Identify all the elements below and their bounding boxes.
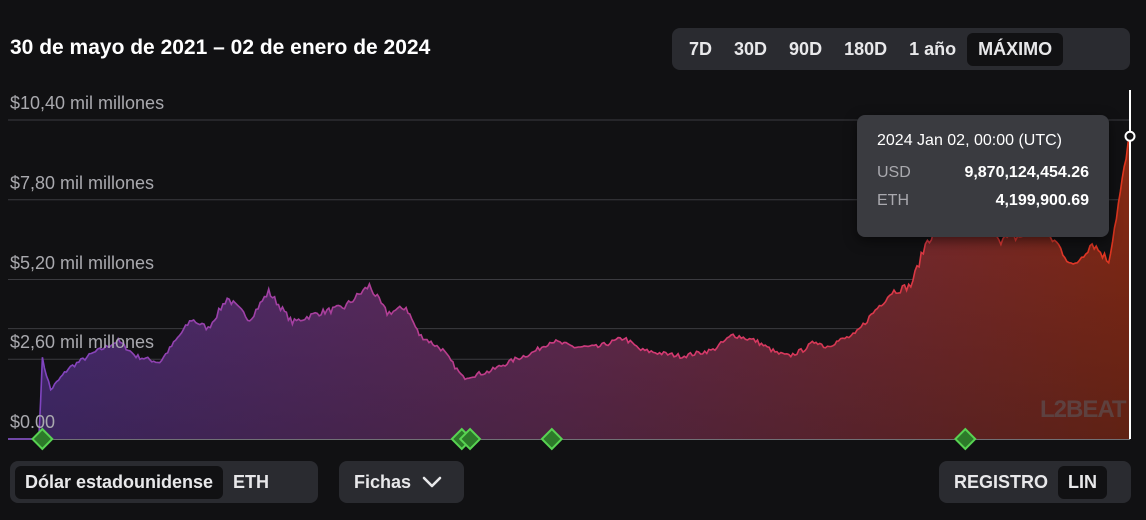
range-1y-button[interactable]: 1 año: [909, 38, 957, 59]
tvl-chart[interactable]: [0, 80, 1146, 460]
y-tick-label: $7,80 mil millones: [10, 172, 155, 193]
scale-lin-button[interactable]: LIN: [1058, 465, 1108, 499]
y-tick-label: $2,60 mil millones: [10, 332, 155, 353]
tokens-dropdown[interactable]: Fichas: [339, 461, 464, 503]
currency-eth-button[interactable]: ETH: [233, 471, 270, 492]
tooltip-date: 2024 Jan 02, 00:00 (UTC): [877, 132, 1062, 149]
scale-toggle: REGISTRO LIN: [939, 461, 1131, 503]
currency-toggle: Dólar estadounidense ETH: [10, 461, 318, 503]
tooltip-key: USD: [877, 164, 911, 181]
event-marker[interactable]: [540, 427, 564, 451]
tooltip-value: 4,199,900.69: [995, 192, 1089, 209]
range-90d-button[interactable]: 90D: [789, 38, 823, 59]
chart-tooltip: 2024 Jan 02, 00:00 (UTC) USD 9,870,124,4…: [857, 115, 1109, 237]
tooltip-row-eth: ETH 4,199,900.69: [877, 192, 1089, 210]
range-180d-button[interactable]: 180D: [844, 38, 888, 59]
tooltip-value: 9,870,124,454.26: [964, 164, 1089, 181]
y-tick-label: $10,40 mil millones: [10, 93, 165, 113]
range-30d-button[interactable]: 30D: [734, 38, 768, 59]
chart-area: $0.00 $2,60 mil millones $5,20 mil millone…: [0, 80, 1146, 460]
range-7d-button[interactable]: 7D: [689, 38, 713, 59]
event-marker[interactable]: [31, 427, 54, 451]
page-title: 30 de mayo de 2021 – 02 de enero de 2024: [10, 36, 431, 59]
tooltip-key: ETH: [877, 192, 909, 209]
y-tick-label: $0.00: [10, 412, 56, 432]
range-max-button[interactable]: MÁXIMO: [967, 32, 1064, 66]
tvl-area-fade: [8, 136, 1130, 440]
l2beat-watermark: L2BEAT: [1040, 396, 1127, 423]
event-marker[interactable]: [953, 427, 977, 451]
tooltip-row-usd: USD 9,870,124,454.26: [877, 164, 1089, 182]
tokens-dropdown-label: Fichas: [354, 471, 412, 492]
chevron-down-icon: [422, 476, 442, 488]
y-tick-label: $5,20 mil millones: [10, 252, 155, 273]
event-marker[interactable]: [458, 427, 482, 451]
time-range-selector: 7D 30D 90D 180D 1 año MÁXIMO: [672, 28, 1130, 70]
hover-cursor-dot: [1124, 130, 1136, 142]
currency-usd-button[interactable]: Dólar estadounidense: [15, 465, 224, 499]
scale-log-button[interactable]: REGISTRO: [954, 471, 1049, 492]
